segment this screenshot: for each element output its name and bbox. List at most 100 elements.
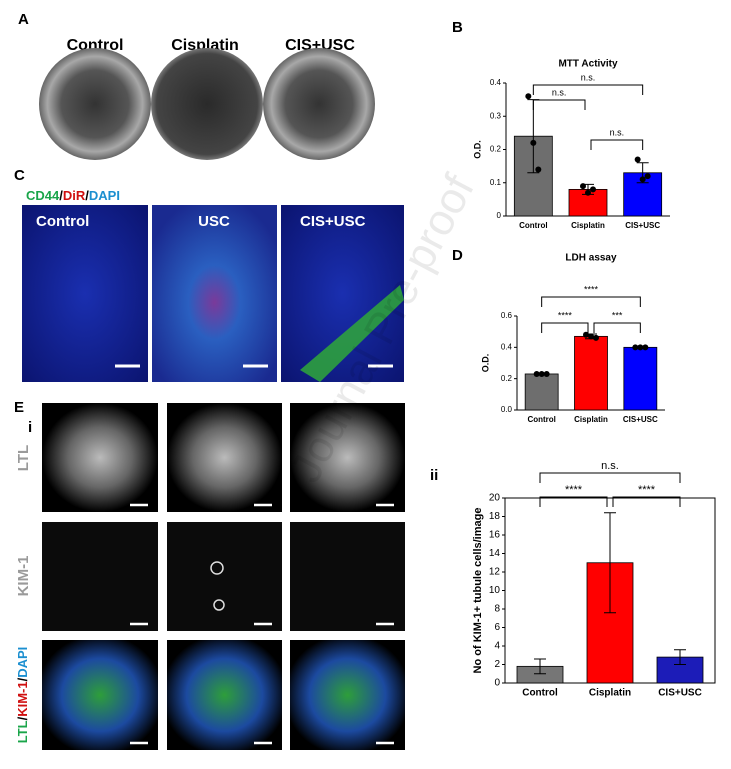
error-bar (604, 512, 616, 614)
significance-label: n.s. (552, 87, 567, 97)
scale-bar (130, 503, 394, 745)
x-tick-label: Control (527, 415, 555, 424)
data-point (543, 370, 550, 377)
y-tick-label: 20 (489, 493, 501, 504)
panel-label: C (14, 167, 25, 184)
micrograph (22, 205, 148, 382)
column-title: Cisplatin (171, 37, 239, 54)
significance-bracket (593, 322, 641, 333)
y-tick-label: 2 (494, 659, 500, 670)
y-tick-label: 0.4 (490, 78, 502, 87)
y-tick-label: 0.4 (501, 342, 513, 351)
y-axis-label: No of KIM-1+ tubule cells/image (472, 508, 484, 674)
micrograph-feature (300, 285, 404, 382)
x-tick-label: CIS+USC (623, 415, 658, 424)
panel-sublabel: i (28, 419, 32, 436)
micrograph (167, 640, 282, 750)
y-tick-label: 0.2 (501, 374, 513, 383)
significance-label: n.s. (581, 72, 596, 82)
data-point (639, 176, 646, 183)
significance-bracket (539, 472, 681, 483)
micrograph (167, 403, 282, 512)
chart-title: MTT Activity (558, 59, 618, 70)
data-point (593, 334, 599, 341)
micrograph (42, 522, 158, 631)
chart-title: LDH assay (565, 253, 617, 264)
micrograph (42, 403, 158, 512)
panel-label: A (18, 11, 29, 28)
data-point (642, 344, 649, 351)
row-label: KIM-1 (15, 556, 32, 597)
image-label: USC (198, 213, 230, 230)
panel-label: E (14, 399, 24, 416)
significance-bracket (532, 99, 586, 110)
data-point (632, 344, 639, 351)
image-grid (42, 403, 405, 750)
y-tick-label: 10 (489, 585, 501, 596)
x-tick-label: CIS+USC (625, 221, 660, 230)
significance-label: **** (565, 484, 583, 496)
y-tick-label: 0.1 (490, 178, 502, 187)
data-point (585, 189, 591, 196)
significance-bracket (541, 296, 641, 307)
y-tick-label: 0 (494, 678, 500, 689)
panel-label: D (452, 247, 463, 264)
data-point (644, 173, 651, 180)
y-tick-label: 0.2 (490, 145, 502, 154)
micrograph (290, 640, 405, 750)
micrograph (290, 522, 405, 631)
y-tick-label: 0.6 (501, 311, 513, 320)
y-tick-label: 18 (489, 511, 501, 522)
panel-label: B (452, 19, 463, 36)
y-tick-label: 14 (489, 548, 501, 559)
data-point (637, 344, 644, 351)
x-tick-label: Control (519, 221, 547, 230)
y-tick-label: 8 (494, 604, 500, 615)
x-tick-label: Cisplatin (574, 415, 608, 424)
significance-bracket (590, 139, 644, 150)
dish-image (151, 48, 263, 160)
data-point (634, 156, 641, 163)
significance-label: n.s. (601, 460, 619, 472)
row-label: LTL (15, 445, 32, 471)
data-point (590, 186, 596, 193)
significance-label: **** (558, 310, 573, 320)
data-point (535, 166, 542, 173)
x-tick-label: Cisplatin (571, 221, 605, 230)
micrograph (152, 205, 277, 382)
y-tick-label: 6 (494, 622, 500, 633)
data-point (530, 139, 537, 146)
error-bar (674, 649, 686, 665)
column-title: CIS+USC (285, 37, 355, 54)
bar (524, 373, 559, 411)
x-tick-label: CIS+USC (658, 688, 702, 699)
y-tick-label: 0 (497, 211, 502, 220)
micrograph (42, 640, 158, 750)
stain-legend: CD44/DiR/DAPI (26, 188, 120, 203)
x-tick-label: Cisplatin (589, 688, 631, 699)
row-label: LTL/KIM-1/DAPI (15, 647, 30, 744)
y-tick-label: 0.0 (501, 405, 513, 414)
y-axis-label: O.D. (472, 140, 482, 159)
significance-bracket (541, 322, 589, 333)
micrograph-feature (210, 561, 224, 575)
error-bar (534, 658, 546, 675)
significance-label: n.s. (610, 127, 625, 137)
y-tick-label: 16 (489, 530, 501, 541)
significance-label: *** (612, 310, 623, 320)
significance-label: **** (584, 284, 599, 294)
data-point (583, 331, 589, 338)
bar (623, 346, 658, 411)
micrograph (290, 403, 405, 512)
significance-label: **** (638, 484, 656, 496)
y-tick-label: 4 (494, 641, 500, 652)
significance-bracket (532, 84, 644, 95)
data-point (538, 370, 545, 377)
bar (574, 335, 608, 411)
micrograph (167, 522, 282, 631)
y-axis-label: O.D. (480, 354, 490, 373)
x-tick-label: Control (522, 688, 558, 699)
y-tick-label: 0.3 (490, 111, 502, 120)
dish-image (39, 48, 151, 160)
